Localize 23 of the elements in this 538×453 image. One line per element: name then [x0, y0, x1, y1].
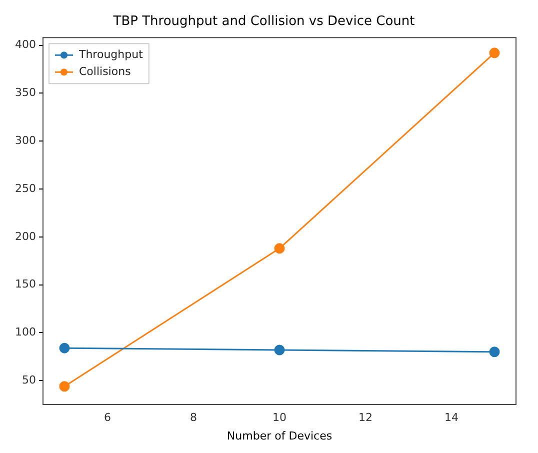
x-tick-label: 10 [272, 411, 286, 424]
point [59, 342, 70, 354]
x-tick-label: 12 [358, 411, 372, 424]
point [59, 381, 70, 392]
point [274, 243, 285, 254]
point [489, 48, 500, 58]
x-tick-label: 8 [190, 411, 197, 424]
y-tick-label: 400 [14, 38, 36, 52]
x-axis-title: Number of Devices [226, 429, 332, 442]
y-tick-label: 50 [22, 374, 36, 387]
y-tick-label: 350 [14, 86, 36, 100]
legend-label: Throughput [78, 48, 144, 61]
y-tick-label: 100 [14, 326, 36, 339]
point [489, 346, 500, 358]
y-tick-label: 150 [14, 278, 36, 291]
legend-label: Collisions [78, 64, 132, 78]
point [274, 344, 285, 356]
x-tick-label: 6 [104, 411, 111, 424]
x-tick-label: 14 [444, 411, 458, 424]
y-tick-label: 250 [14, 182, 36, 195]
chart-title: TBP Throughput and Collision vs Device Count [112, 14, 415, 30]
y-tick-label: 200 [14, 230, 36, 243]
y-tick-label: 300 [14, 134, 36, 147]
